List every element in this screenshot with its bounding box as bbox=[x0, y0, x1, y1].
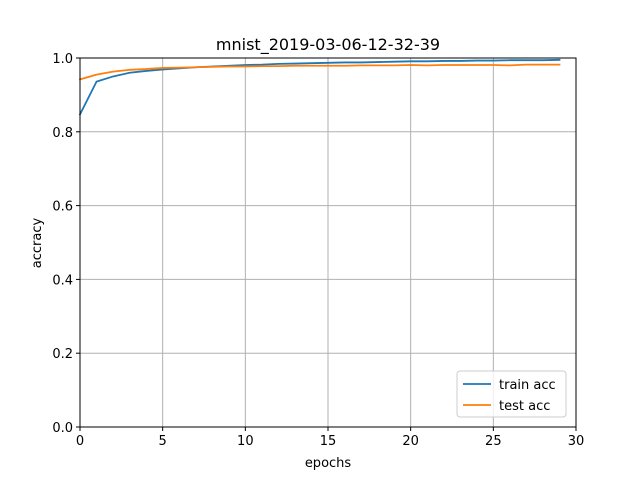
x-axis-title: epochs bbox=[305, 456, 352, 471]
series-line-test-acc bbox=[78, 63, 561, 81]
x-tick-label: 15 bbox=[320, 434, 337, 449]
x-tick-label: 20 bbox=[402, 434, 419, 449]
series-line-train-acc bbox=[78, 58, 561, 116]
legend: train acc test acc bbox=[456, 370, 567, 418]
legend-label: train acc bbox=[499, 378, 556, 393]
x-tick-label: 10 bbox=[237, 434, 254, 449]
y-tick-label: 1.0 bbox=[52, 52, 73, 67]
x-tick-label: 0 bbox=[76, 434, 84, 449]
y-tick-label: 0.0 bbox=[52, 421, 73, 436]
x-axis: 0 5 10 15 20 25 30 bbox=[76, 427, 584, 449]
x-tick-label: 5 bbox=[159, 434, 167, 449]
y-axis: 0.0 0.2 0.4 0.6 0.8 1.0 bbox=[52, 52, 80, 436]
x-tick-label: 25 bbox=[485, 434, 502, 449]
y-tick-label: 0.2 bbox=[52, 347, 73, 362]
chart-title: mnist_2019-03-06-12-32-39 bbox=[216, 35, 440, 55]
y-tick-label: 0.6 bbox=[52, 200, 73, 215]
y-tick-label: 0.8 bbox=[52, 126, 73, 141]
y-axis-title: accracy bbox=[30, 217, 45, 268]
legend-label: test acc bbox=[499, 399, 550, 414]
series-lines bbox=[78, 58, 561, 116]
x-tick-label: 30 bbox=[568, 434, 585, 449]
y-tick-label: 0.4 bbox=[52, 273, 73, 288]
